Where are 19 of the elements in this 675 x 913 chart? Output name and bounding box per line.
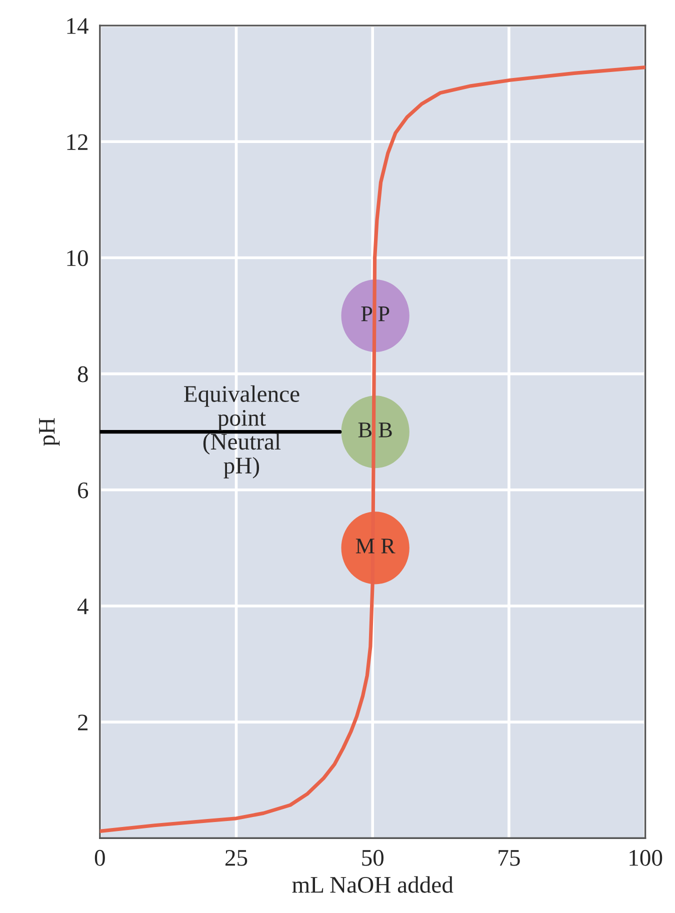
x-tick-label: 25 bbox=[225, 850, 248, 866]
annotation: Equivalence point (Neutral pH) bbox=[184, 385, 300, 478]
x-tick-label: 50 bbox=[362, 850, 384, 866]
x-tick-label: 100 bbox=[630, 850, 662, 866]
annotation: P P bbox=[361, 306, 390, 322]
y-tick-label: 14 bbox=[67, 18, 88, 34]
y-tick-label: 8 bbox=[78, 366, 88, 382]
y-tick-label: 2 bbox=[78, 714, 88, 730]
y-tick-label: 12 bbox=[67, 134, 88, 150]
line-series bbox=[100, 66, 646, 833]
annotation: M R bbox=[356, 538, 396, 554]
x-tick-label: 75 bbox=[498, 850, 520, 866]
y-axis-title: pH bbox=[39, 418, 60, 446]
y-tick-label: 4 bbox=[77, 598, 88, 614]
x-axis-title: mL NaOH added bbox=[292, 876, 454, 893]
annotation: B B bbox=[358, 422, 392, 438]
y-tick-label: 6 bbox=[78, 482, 88, 498]
x-tick-label: 0 bbox=[94, 850, 105, 866]
y-tick-label: 10 bbox=[67, 250, 88, 266]
